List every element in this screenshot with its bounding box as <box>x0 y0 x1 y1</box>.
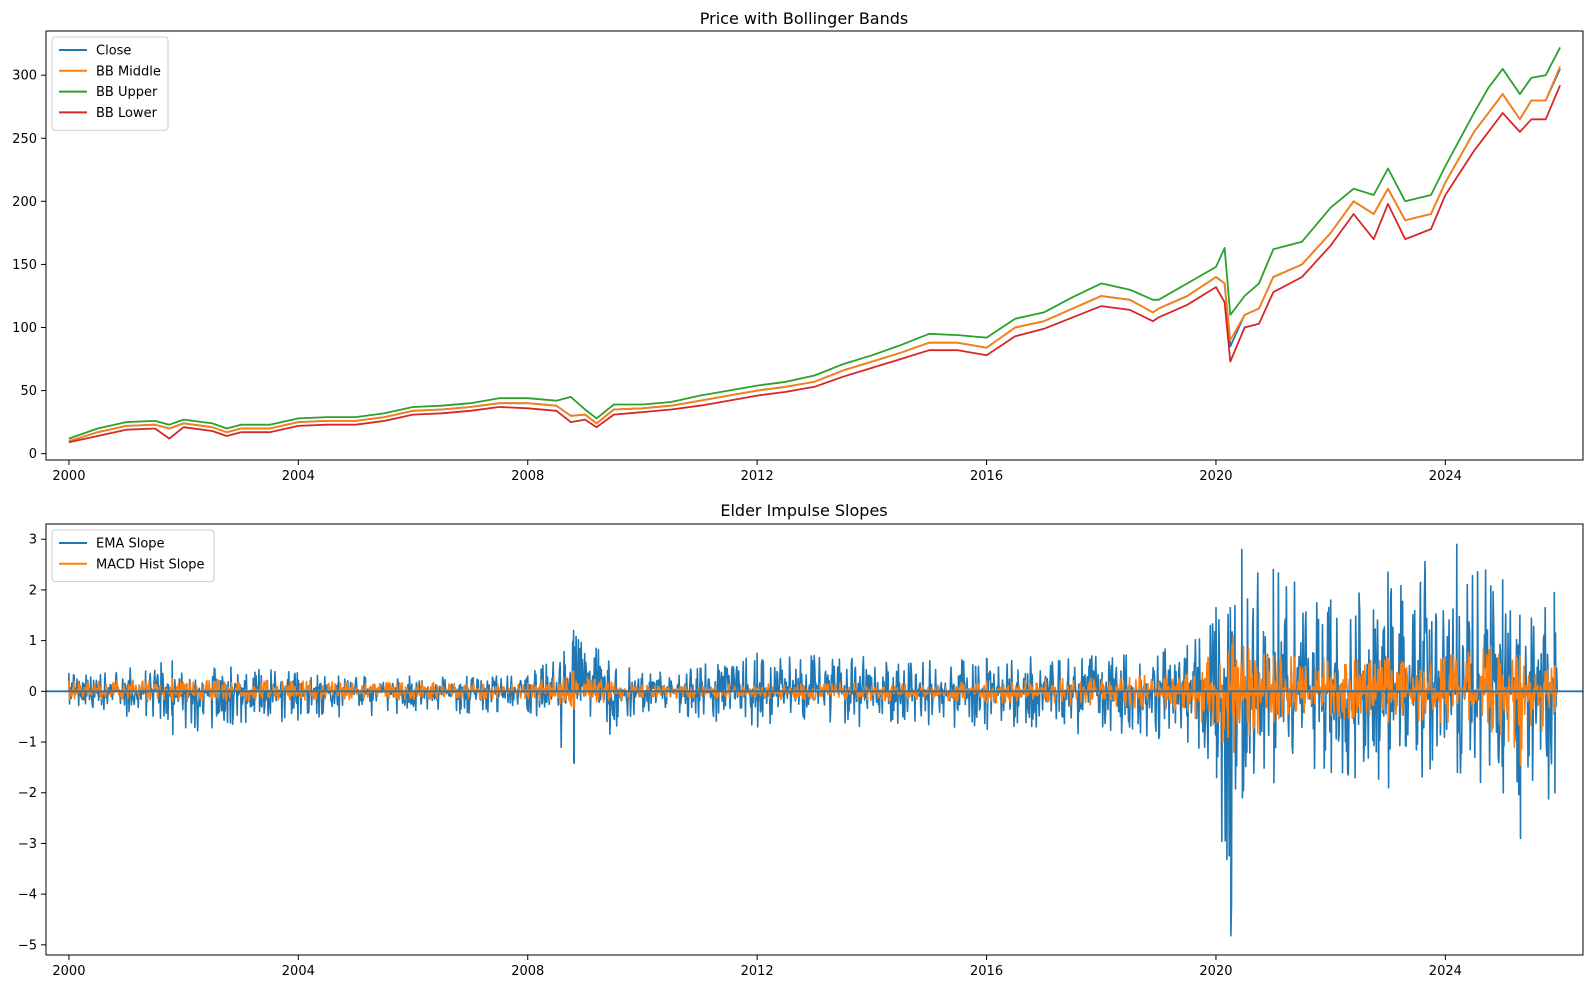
x-tick-label: 2000 <box>52 964 85 979</box>
plot-frame <box>45 30 1584 461</box>
y-tick-label: 1 <box>29 634 37 649</box>
y-tick-label: 0 <box>29 447 37 462</box>
x-tick-label: 2000 <box>52 469 85 484</box>
series-line-bb-lower <box>68 84 1561 444</box>
legend-label: MACD Hist Slope <box>96 557 205 572</box>
x-tick-label: 2024 <box>1429 469 1462 484</box>
y-tick-label: 3 <box>29 533 37 548</box>
y-tick-label: −2 <box>18 786 37 801</box>
x-tick-label: 2016 <box>970 964 1003 979</box>
y-tick-label: 0 <box>29 685 37 700</box>
legend-label: BB Upper <box>96 85 158 100</box>
x-tick-label: 2024 <box>1429 964 1462 979</box>
legend: Close BB Middle BB Upper BB Lower <box>51 36 169 131</box>
y-tick-label: −5 <box>18 938 37 953</box>
y-tick-label: −3 <box>18 837 37 852</box>
x-tick-label: 2008 <box>511 469 544 484</box>
x-tick-label: 2004 <box>282 469 315 484</box>
chart-title: Price with Bollinger Bands <box>700 9 908 28</box>
y-tick-label: 100 <box>12 321 37 336</box>
legend-box <box>51 529 215 583</box>
y-tick-label: 2 <box>29 583 37 598</box>
x-tick-label: 2008 <box>511 964 544 979</box>
y-tick-label: 200 <box>12 195 37 210</box>
legend-label: Close <box>96 44 131 59</box>
x-tick-label: 2020 <box>1199 469 1232 484</box>
legend: EMA Slope MACD Hist Slope <box>51 529 215 583</box>
chart-title: Elder Impulse Slopes <box>720 501 887 520</box>
elder-impulse-panel: Elder Impulse Slopes 2000 2004 2008 2012 201… <box>18 501 1584 979</box>
y-tick-label: 250 <box>12 132 37 147</box>
x-tick-label: 2016 <box>970 469 1003 484</box>
series-line-bb-upper <box>68 46 1561 440</box>
x-tick-label: 2012 <box>741 964 774 979</box>
legend-label: BB Lower <box>96 106 158 121</box>
x-tick-label: 2020 <box>1199 964 1232 979</box>
y-tick-label: −4 <box>18 888 37 903</box>
series-line-bb-middle <box>68 65 1561 442</box>
legend-label: EMA Slope <box>96 537 165 552</box>
price-bollinger-panel: Price with Bollinger Bands 2000 2004 2008 2… <box>12 9 1584 484</box>
legend-label: BB Middle <box>96 64 161 79</box>
y-tick-label: 50 <box>20 384 37 399</box>
y-tick-label: −1 <box>18 736 37 751</box>
x-tick-label: 2004 <box>282 964 315 979</box>
y-tick-label: 300 <box>12 69 37 84</box>
legend-box <box>51 36 169 131</box>
y-tick-label: 150 <box>12 258 37 273</box>
x-tick-label: 2012 <box>741 469 774 484</box>
plot-frame <box>45 523 1584 956</box>
